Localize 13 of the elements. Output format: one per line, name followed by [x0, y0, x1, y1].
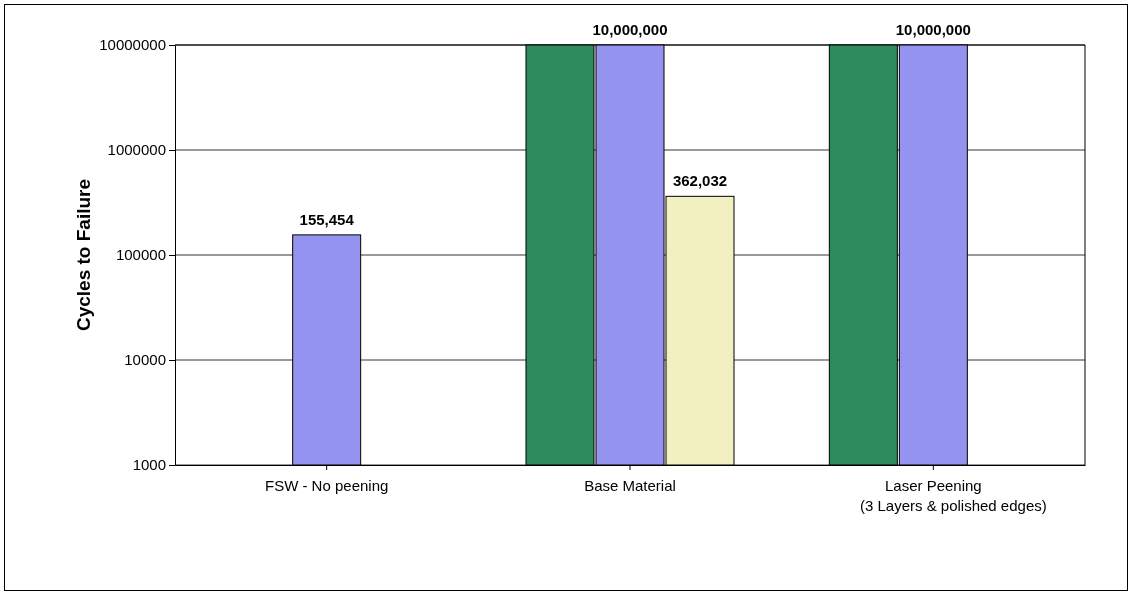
- x-tick-label: FSW - No peening: [264, 477, 389, 494]
- y-tick-label: 10000: [124, 351, 166, 369]
- y-tick-label: 10000000: [99, 36, 166, 54]
- x-tick-label: Laser Peening (3 Layers & polished edges): [859, 477, 1047, 514]
- y-axis-title: Cycles to Failure: [73, 178, 94, 332]
- y-tick-label: 1000000: [107, 141, 166, 159]
- x-tick-label: Base Material: [584, 477, 676, 494]
- y-tick-label: 1000: [132, 456, 166, 474]
- y-tick-label: 100000: [115, 246, 166, 264]
- data-label: 362,032: [672, 172, 728, 190]
- data-label: 10,000,000: [895, 21, 971, 38]
- data-label: 155,454: [299, 210, 355, 228]
- data-label: 10,000,000: [592, 21, 668, 38]
